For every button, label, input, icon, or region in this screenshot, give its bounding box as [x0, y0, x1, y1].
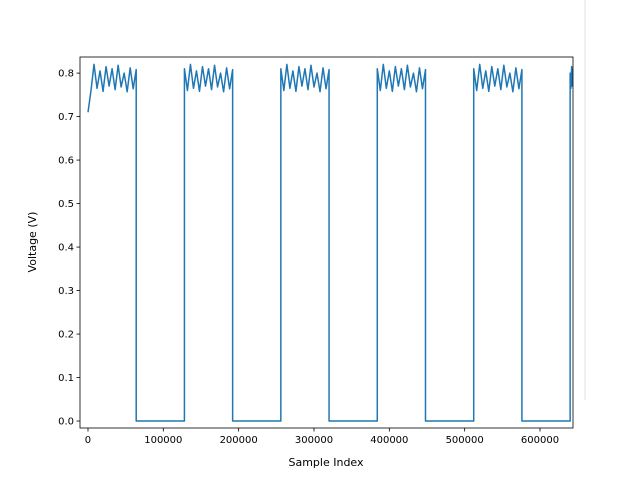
x-tick-label: 500000 — [446, 435, 484, 446]
x-tick-label: 100000 — [144, 435, 182, 446]
y-tick-label: 0.0 — [58, 417, 74, 428]
y-axis-label: Voltage (V) — [26, 212, 39, 273]
y-tick-label: 0.1 — [58, 373, 74, 384]
y-tick-label: 0.8 — [58, 69, 74, 80]
y-tick-label: 0.6 — [58, 156, 74, 167]
y-tick-label: 0.7 — [58, 112, 74, 123]
x-tick-label: 0 — [85, 435, 91, 446]
y-tick-label: 0.5 — [58, 199, 74, 210]
x-tick-label: 600000 — [521, 435, 559, 446]
y-tick-label: 0.3 — [58, 286, 74, 297]
x-axis-label: Sample Index — [288, 456, 364, 469]
data-line — [87, 63, 573, 422]
x-tick-label: 400000 — [370, 435, 408, 446]
x-tick-label: 200000 — [220, 435, 258, 446]
y-tick-label: 0.2 — [58, 330, 74, 341]
plot-area — [87, 63, 573, 422]
x-tick-label: 300000 — [295, 435, 333, 446]
y-tick-label: 0.4 — [58, 243, 74, 254]
axes-frame — [79, 56, 574, 429]
